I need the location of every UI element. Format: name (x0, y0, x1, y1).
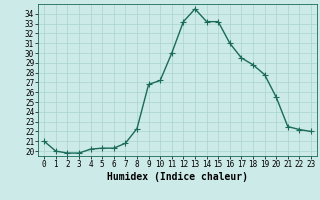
X-axis label: Humidex (Indice chaleur): Humidex (Indice chaleur) (107, 172, 248, 182)
